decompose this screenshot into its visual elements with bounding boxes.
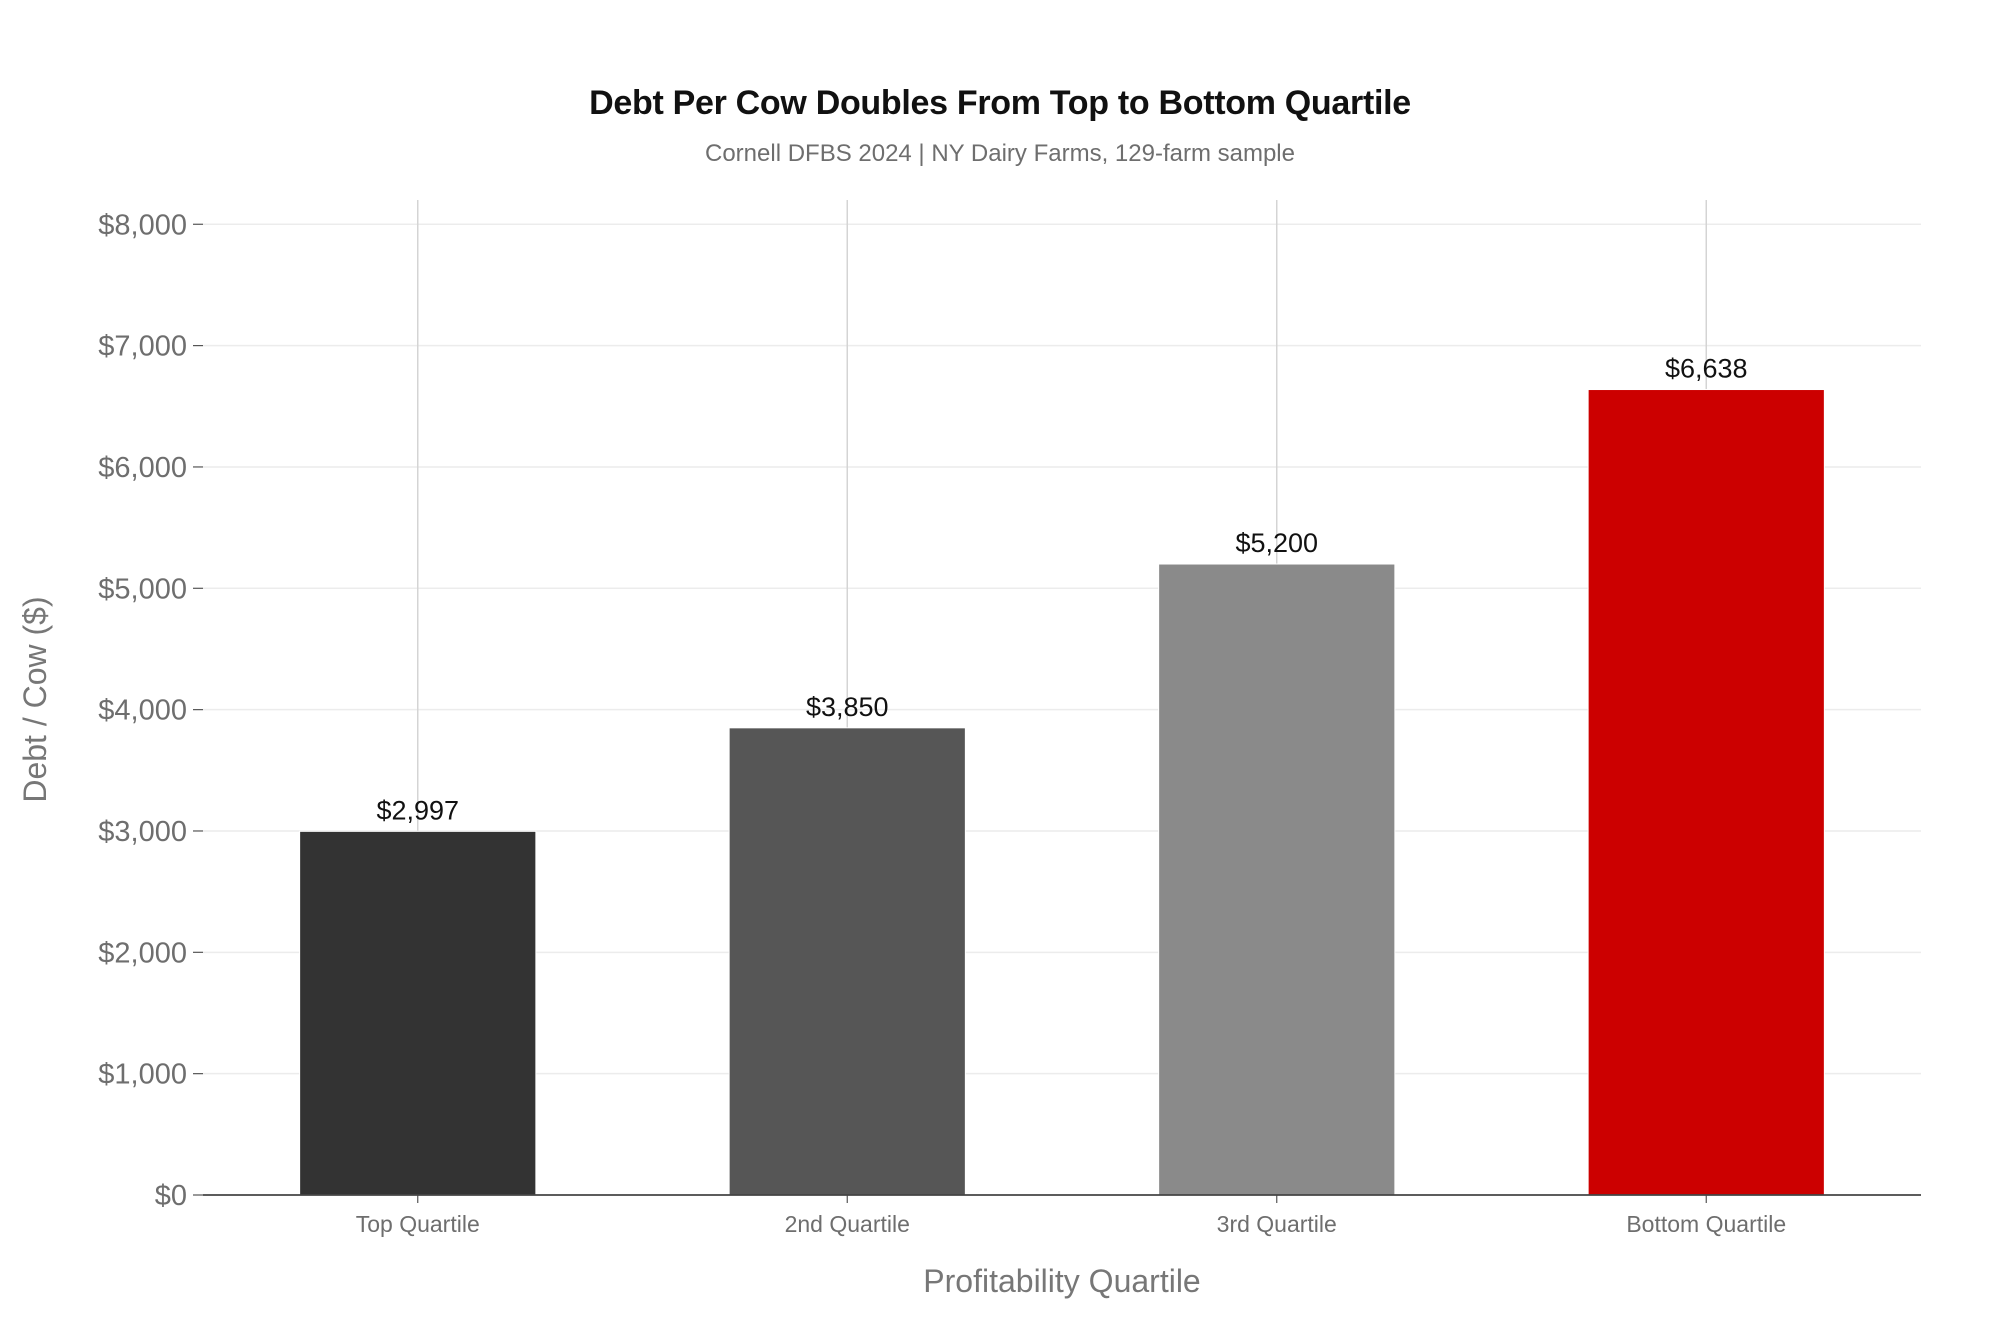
- bar: [299, 830, 537, 1196]
- y-tick-label: $8,000: [98, 209, 187, 241]
- x-axis-title: Profitability Quartile: [923, 1263, 1200, 1299]
- bar: [1587, 389, 1825, 1196]
- y-tick-label: $3,000: [98, 816, 187, 848]
- y-tick-label: $0: [155, 1180, 187, 1212]
- chart-subtitle: Cornell DFBS 2024 | NY Dairy Farms, 129-…: [705, 140, 1295, 167]
- data-label: $2,997: [376, 795, 459, 825]
- chart-title: Debt Per Cow Doubles From Top to Bottom …: [589, 84, 1411, 122]
- data-label: $6,638: [1665, 354, 1748, 384]
- x-tick-label: 2nd Quartile: [785, 1211, 910, 1237]
- y-tick-label: $7,000: [98, 331, 187, 363]
- bar: [1158, 563, 1396, 1196]
- y-tick-label: $2,000: [98, 937, 187, 969]
- bars: [299, 389, 1825, 1196]
- y-tick-label: $6,000: [98, 452, 187, 484]
- data-label: $5,200: [1235, 528, 1318, 558]
- x-tick-label: 3rd Quartile: [1217, 1211, 1337, 1237]
- y-tick-label: $5,000: [98, 573, 187, 605]
- y-axis-title: Debt / Cow ($): [17, 596, 53, 802]
- y-tick-label: $4,000: [98, 695, 187, 727]
- y-tick-label: $1,000: [98, 1059, 187, 1091]
- data-label: $3,850: [806, 692, 889, 722]
- axes: [193, 223, 1921, 1203]
- bar: [728, 727, 966, 1196]
- labels: $0 $1,000 $2,000 $3,000 $4,000 $5,000 $6,000 $7…: [17, 209, 1786, 1299]
- x-tick-label: Bottom Quartile: [1626, 1211, 1786, 1237]
- x-tick-label: Top Quartile: [356, 1211, 480, 1237]
